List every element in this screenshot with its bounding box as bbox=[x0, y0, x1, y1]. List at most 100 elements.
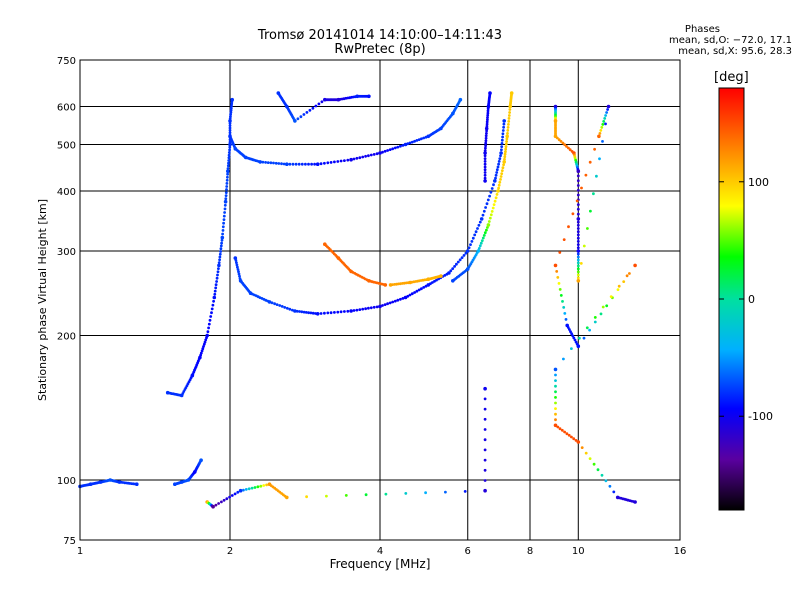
data-point bbox=[225, 188, 228, 191]
data-point bbox=[214, 286, 218, 290]
data-point bbox=[413, 291, 416, 294]
data-point bbox=[417, 288, 421, 292]
data-point bbox=[375, 152, 379, 156]
data-point bbox=[285, 495, 289, 500]
data-point bbox=[489, 213, 493, 217]
data-point bbox=[483, 407, 487, 411]
data-point bbox=[213, 289, 217, 293]
data-point bbox=[483, 165, 487, 169]
data-point bbox=[352, 309, 356, 312]
data-point bbox=[467, 246, 471, 250]
data-point bbox=[437, 277, 440, 281]
data-point bbox=[558, 251, 562, 254]
data-point bbox=[210, 311, 213, 315]
data-point bbox=[601, 305, 605, 309]
data-point bbox=[501, 132, 505, 136]
data-point bbox=[226, 169, 230, 173]
data-point bbox=[500, 138, 504, 142]
data-point bbox=[478, 244, 482, 248]
data-point bbox=[293, 309, 297, 313]
data-point bbox=[228, 131, 232, 135]
data-point bbox=[227, 153, 231, 157]
data-point bbox=[486, 116, 489, 119]
data-point bbox=[422, 286, 426, 289]
data-point bbox=[217, 261, 221, 264]
data-point bbox=[294, 162, 298, 166]
data-point bbox=[484, 144, 487, 148]
data-point bbox=[410, 292, 414, 296]
data-point bbox=[449, 269, 453, 273]
y-tick-label: 400 bbox=[57, 187, 76, 198]
data-point bbox=[242, 488, 245, 492]
data-point bbox=[297, 162, 301, 166]
data-point bbox=[556, 276, 560, 279]
data-point bbox=[576, 258, 580, 262]
data-point bbox=[554, 407, 557, 410]
data-point bbox=[202, 342, 206, 346]
data-point bbox=[253, 486, 257, 489]
data-point bbox=[485, 129, 488, 133]
data-point bbox=[585, 326, 589, 330]
data-point bbox=[270, 301, 274, 305]
data-point bbox=[349, 157, 353, 162]
data-point bbox=[483, 458, 487, 462]
data-point bbox=[559, 294, 563, 297]
data-point bbox=[477, 223, 481, 227]
data-point bbox=[600, 473, 604, 477]
data-point bbox=[555, 270, 559, 273]
plot-frame bbox=[79, 59, 681, 541]
data-point bbox=[582, 244, 586, 248]
data-point bbox=[473, 233, 477, 237]
data-point bbox=[315, 162, 320, 166]
data-point bbox=[504, 145, 508, 149]
data-point bbox=[576, 267, 580, 271]
data-point bbox=[424, 491, 427, 495]
data-point bbox=[576, 270, 580, 274]
data-point bbox=[595, 174, 598, 178]
data-point bbox=[580, 446, 584, 449]
data-point bbox=[214, 503, 218, 507]
data-point bbox=[490, 210, 494, 213]
data-point bbox=[215, 276, 219, 280]
data-point bbox=[302, 310, 306, 314]
data-point bbox=[223, 203, 227, 207]
data-point bbox=[561, 141, 565, 145]
data-point bbox=[580, 186, 583, 190]
data-point bbox=[218, 258, 222, 262]
data-point bbox=[498, 157, 502, 161]
data-point bbox=[221, 232, 225, 236]
data-point bbox=[482, 209, 486, 213]
data-point bbox=[556, 425, 560, 429]
data-point bbox=[355, 308, 359, 312]
data-point bbox=[496, 165, 500, 169]
data-point bbox=[326, 161, 330, 165]
data-point bbox=[602, 120, 606, 123]
data-point bbox=[633, 500, 637, 504]
data-point bbox=[506, 129, 510, 132]
data-point bbox=[458, 258, 462, 262]
data-point bbox=[218, 252, 222, 256]
data-point bbox=[386, 149, 389, 152]
data-point bbox=[576, 279, 581, 283]
data-point bbox=[451, 267, 455, 270]
data-point bbox=[210, 307, 214, 311]
data-point bbox=[319, 162, 323, 166]
data-point bbox=[622, 280, 626, 283]
data-point bbox=[207, 326, 211, 330]
data-point bbox=[221, 225, 225, 229]
data-point bbox=[352, 157, 356, 161]
data-point bbox=[480, 239, 484, 243]
data-point bbox=[199, 458, 203, 463]
data-point bbox=[367, 306, 370, 310]
data-point bbox=[506, 132, 509, 135]
data-point bbox=[299, 115, 303, 119]
data-point bbox=[300, 162, 304, 166]
data-point bbox=[576, 240, 580, 243]
data-point bbox=[605, 111, 608, 114]
data-point bbox=[272, 161, 275, 165]
data-point bbox=[576, 233, 580, 237]
data-point bbox=[476, 249, 481, 253]
data-point bbox=[462, 254, 466, 257]
data-point bbox=[484, 141, 488, 145]
data-point bbox=[435, 278, 438, 282]
